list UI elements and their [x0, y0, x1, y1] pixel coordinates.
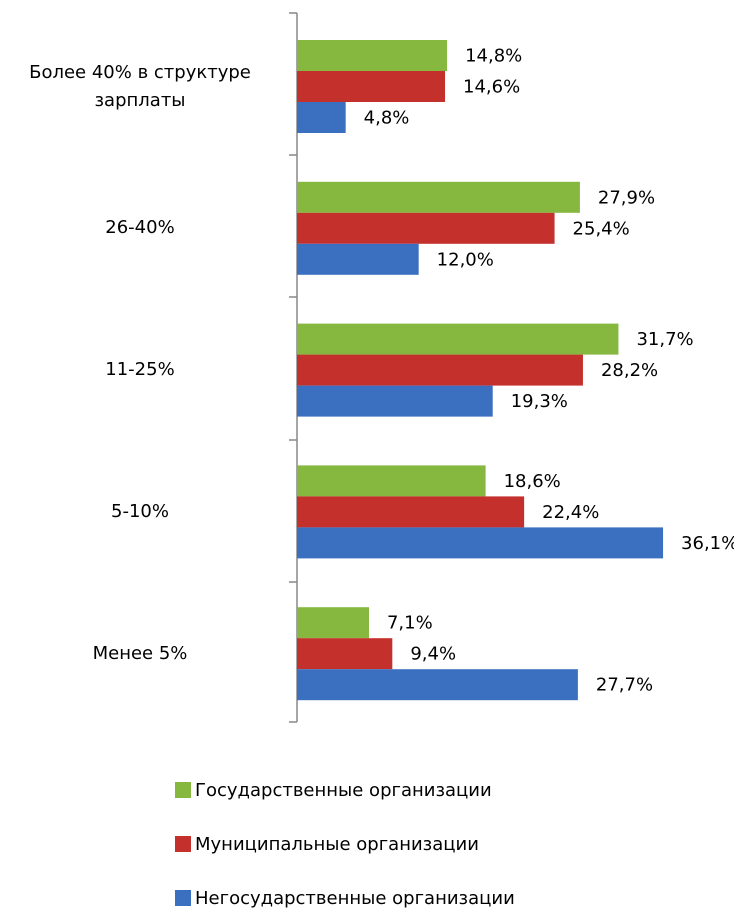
- value-label: 9,4%: [410, 644, 456, 665]
- category-label: 26-40%: [105, 217, 175, 239]
- value-label: 25,4%: [573, 218, 630, 239]
- category-label: 11-25%: [105, 359, 175, 381]
- value-label: 22,4%: [542, 502, 599, 523]
- value-label: 7,1%: [387, 613, 433, 634]
- bar: [297, 40, 448, 71]
- value-label: 36,1%: [681, 533, 734, 554]
- bar: [297, 354, 583, 386]
- value-label: 27,9%: [598, 187, 655, 208]
- bar: [297, 669, 578, 701]
- value-label: 4,8%: [364, 108, 410, 129]
- bar: [297, 71, 446, 102]
- category-label: Более 40% в структуре зарплаты: [29, 61, 251, 111]
- bar: [297, 102, 346, 133]
- bar: [297, 385, 493, 417]
- category-label: 5-10%: [111, 500, 169, 522]
- value-label: 19,3%: [511, 391, 568, 412]
- value-label: 28,2%: [601, 360, 658, 381]
- value-label: 18,6%: [504, 471, 561, 492]
- bar: [297, 323, 619, 355]
- value-label: 27,7%: [596, 675, 653, 696]
- legend-label: Государственные организации: [195, 780, 492, 801]
- legend-swatch: [175, 890, 191, 906]
- value-label: 14,8%: [465, 46, 522, 67]
- bar: [297, 465, 486, 497]
- legend-label: Негосударственные организации: [195, 888, 515, 909]
- bar: [297, 638, 393, 670]
- legend-label: Муниципальные организации: [195, 834, 479, 855]
- legend-swatch: [175, 836, 191, 852]
- legend-swatch: [175, 782, 191, 798]
- bar: [297, 181, 580, 213]
- value-label: 31,7%: [636, 329, 693, 350]
- bar: [297, 243, 419, 275]
- value-label: 12,0%: [437, 249, 494, 270]
- value-label: 14,6%: [463, 77, 520, 98]
- bar: [297, 607, 369, 639]
- bar: [297, 527, 664, 559]
- bar: [297, 496, 525, 528]
- category-label: Менее 5%: [92, 642, 188, 664]
- bar: [297, 212, 555, 244]
- category-axis: [289, 12, 298, 723]
